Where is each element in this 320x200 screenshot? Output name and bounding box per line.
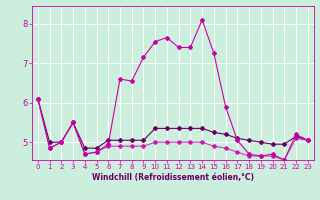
X-axis label: Windchill (Refroidissement éolien,°C): Windchill (Refroidissement éolien,°C): [92, 173, 254, 182]
